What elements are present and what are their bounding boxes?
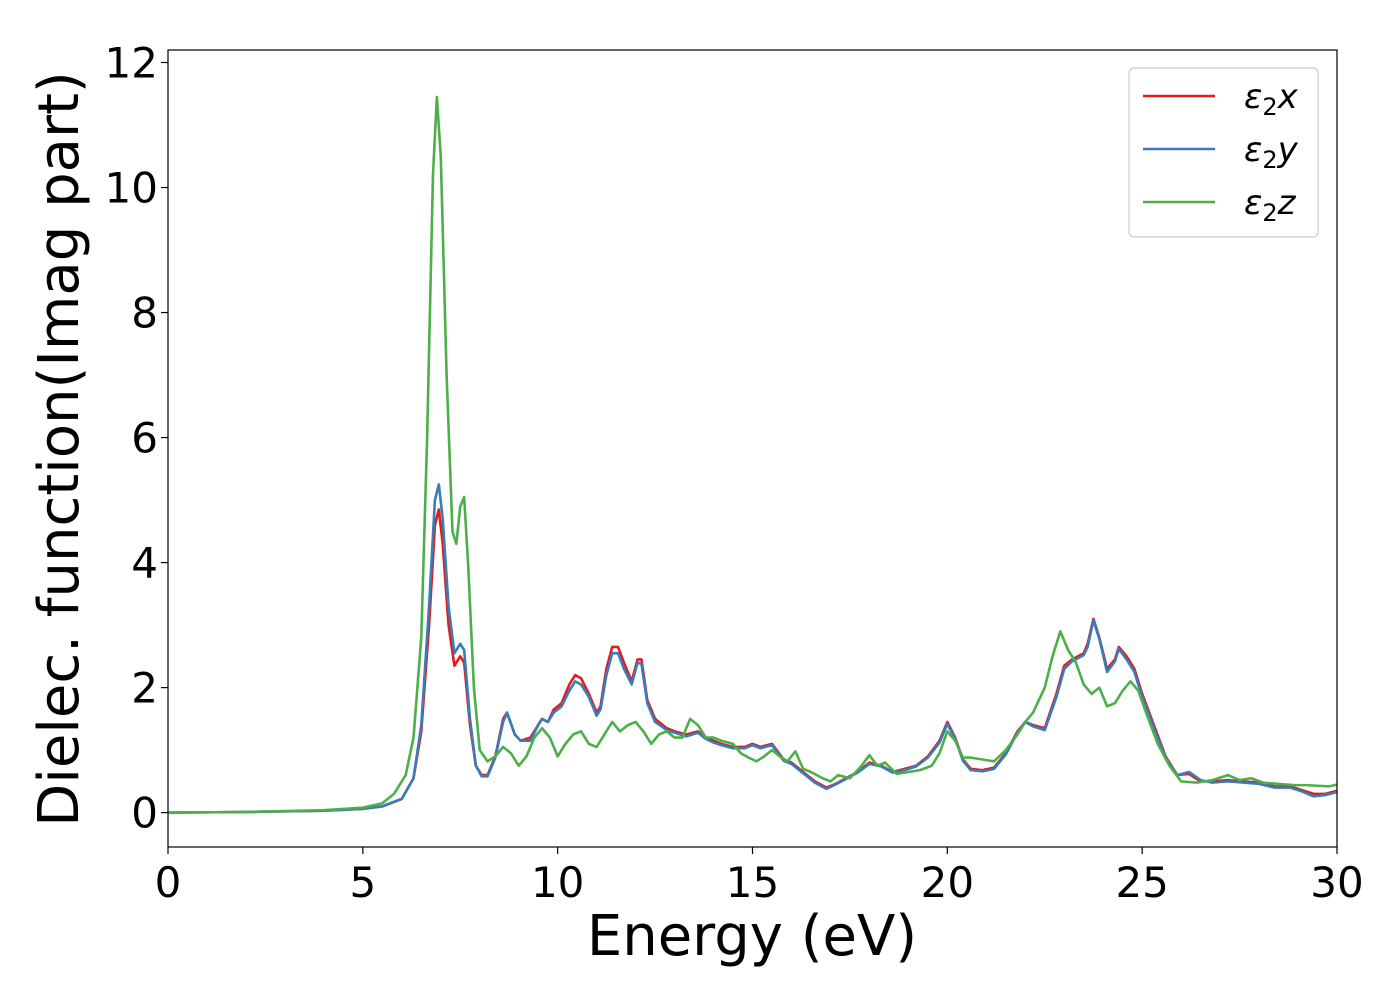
y-axis-ticks: 0 2 4 6 8 10 12 xyxy=(105,39,168,838)
x-tick-label: 10 xyxy=(531,858,584,907)
y-tick-label: 8 xyxy=(131,289,158,338)
y-tick-label: 2 xyxy=(131,664,158,713)
y-tick-label: 0 xyxy=(131,789,158,838)
x-tick-label: 20 xyxy=(921,858,974,907)
y-tick-label: 12 xyxy=(105,39,158,88)
y-tick-label: 4 xyxy=(131,539,158,588)
legend-box xyxy=(1128,67,1319,238)
x-tick-label: 5 xyxy=(349,858,376,907)
series-line-y xyxy=(168,483,1337,814)
series-layer xyxy=(168,95,1337,814)
x-tick-label: 15 xyxy=(726,858,779,907)
x-tick-label: 30 xyxy=(1310,858,1363,907)
y-tick-label: 10 xyxy=(105,164,158,213)
y-axis-title: Dielec. function(Imag part) xyxy=(27,71,92,827)
legend: ε2x ε2y ε2z xyxy=(1128,67,1319,238)
x-axis-title: Energy (eV) xyxy=(587,904,917,969)
x-tick-label: 25 xyxy=(1115,858,1168,907)
series-line-z xyxy=(168,95,1337,814)
legend-label-y: ε2y xyxy=(1244,130,1299,174)
y-tick-label: 6 xyxy=(131,414,158,463)
plot-area xyxy=(168,95,1337,814)
x-axis-ticks: 0 5 10 15 20 25 30 xyxy=(155,847,1364,907)
legend-label-x: ε2x xyxy=(1244,77,1299,121)
legend-label-z: ε2z xyxy=(1244,183,1297,227)
x-tick-label: 0 xyxy=(155,858,182,907)
